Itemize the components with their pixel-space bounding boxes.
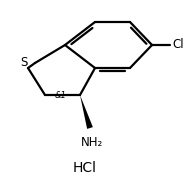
Text: S: S	[21, 57, 28, 70]
Text: HCl: HCl	[73, 161, 97, 175]
Text: NH₂: NH₂	[81, 136, 103, 149]
Text: &1: &1	[54, 91, 66, 100]
Polygon shape	[80, 95, 93, 129]
Text: Cl: Cl	[172, 39, 184, 52]
